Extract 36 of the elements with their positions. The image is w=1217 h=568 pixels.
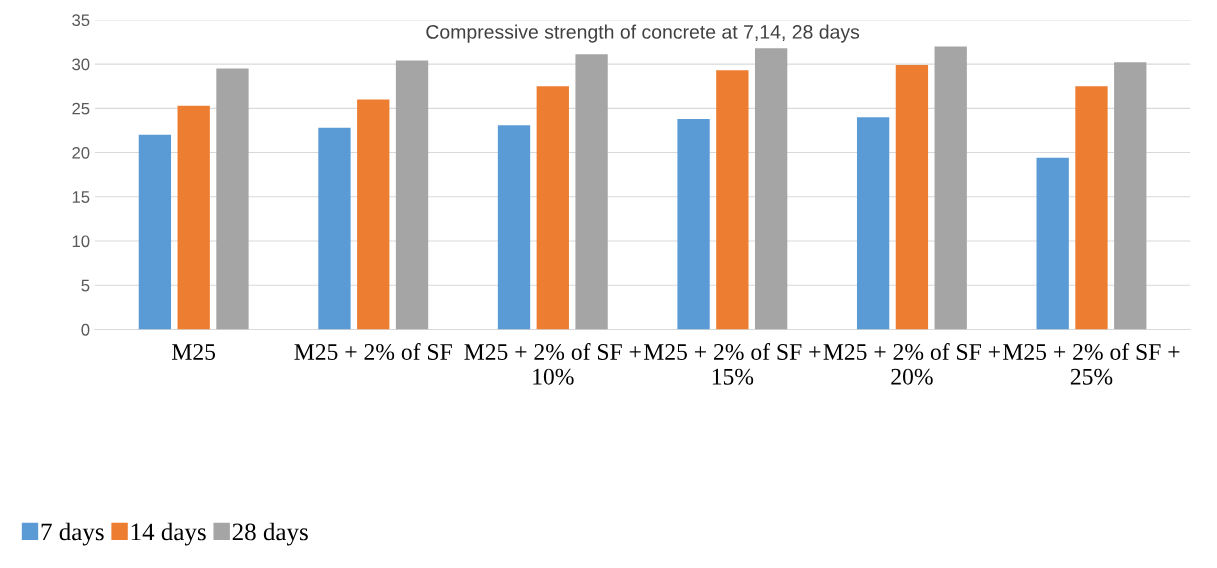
bar: [677, 118, 710, 330]
bar: [716, 70, 749, 330]
legend-label: 14 days: [131, 522, 206, 546]
bar: [177, 105, 210, 330]
x-tick-label: M25 + 2% of SF: [294, 343, 452, 361]
x-tick-label: M25 + 2% of SF + 10%: [464, 343, 641, 385]
bar: [754, 48, 788, 330]
y-tick-label: 10: [72, 235, 90, 248]
bar: [1075, 86, 1108, 330]
bar: [497, 125, 531, 330]
legend-label: 28 days: [232, 522, 308, 546]
bar: [1036, 157, 1069, 330]
bar: [856, 117, 890, 330]
y-tick-label: 5: [81, 279, 90, 292]
bar: [318, 127, 351, 330]
bar: [575, 54, 608, 330]
y-tick-label: 20: [72, 146, 90, 159]
bar: [395, 60, 429, 330]
y-tick-label: 15: [72, 191, 90, 203]
y-tick-label: 35: [72, 14, 90, 27]
y-tick-label: 0: [81, 323, 90, 336]
bar: [1114, 62, 1147, 330]
bar: [934, 46, 967, 330]
bar: [138, 134, 172, 330]
y-tick-label: 25: [72, 102, 90, 115]
x-tick-label: M25 + 2% of SF + 15%: [643, 343, 821, 385]
bar: [895, 64, 929, 330]
legend-label: 7 days: [41, 522, 104, 546]
x-tick-label: M25: [172, 344, 216, 360]
bar: [536, 86, 569, 330]
x-tick-label: M25 + 2% of SF + 25%: [1003, 343, 1180, 385]
bar: [216, 68, 249, 330]
x-tick-label: M25 + 2% of SF + 20%: [823, 343, 1000, 385]
bar: [357, 99, 390, 330]
y-tick-label: 30: [72, 58, 90, 71]
chart-title: Compressive strength of concrete at 7,14, 28 days: [426, 24, 860, 43]
